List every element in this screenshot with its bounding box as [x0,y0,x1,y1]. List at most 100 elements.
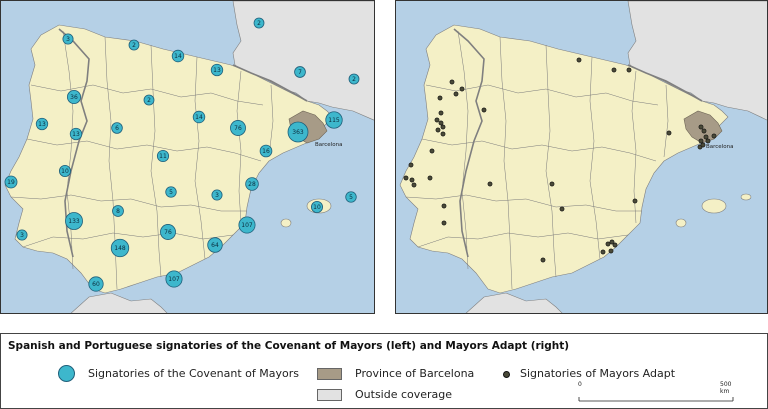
covenant-bubble-label: 5 [169,189,173,196]
covenant-bubble-label: 14 [195,114,203,121]
adapt-dot [487,181,493,187]
covenant-bubble-circle [4,175,18,189]
adapt-dot [576,57,582,63]
menorca-island [740,193,752,201]
covenant-bubble-label: 115 [328,117,340,124]
outside-swatch-icon [317,389,342,401]
covenant-bubble: 2 [143,94,155,106]
adapt-dot [698,124,704,130]
covenant-bubble-label: 3 [66,36,70,43]
adapt-dots [403,57,717,263]
covenant-bubble-label: 2 [147,97,151,104]
covenant-bubble-circle [348,73,360,85]
adapt-dot [705,138,711,144]
adapt-symbol-icon [503,371,510,378]
adapt-dot [449,79,455,85]
covenant-bubble-label: 16 [262,148,270,155]
covenant-bubble-circle [67,90,82,105]
covenant-bubble-label: 5 [349,194,353,201]
covenant-bubble-circle [16,229,28,241]
covenant-bubble-label: 107 [168,276,180,283]
covenant-bubble-label: 13 [38,121,46,128]
covenant-bubble-circle [112,205,124,217]
covenant-bubble: 60 [88,276,104,292]
country-borders [58,28,308,258]
covenant-bubble: 7 [294,66,306,78]
covenant-bubble-label: 11 [159,153,167,160]
africa-landmass [465,292,563,313]
land-layer [4,1,374,313]
covenant-bubble-label: 10 [313,204,321,211]
covenant-bubble-label: 3 [215,192,219,199]
adapt-dot [441,203,447,209]
covenant-bubble-circle [230,120,246,136]
legend-title: Spanish and Portuguese signatories of th… [8,340,570,352]
adapt-dot [611,67,617,73]
covenant-bubble-circle [210,63,224,77]
legend-adapt-label: Signatories of Mayors Adapt [520,367,676,380]
covenant-bubble: 3 [62,33,74,45]
covenant-bubble-circle [245,177,259,191]
covenant-bubble-circle [88,276,104,292]
covenant-symbol-icon [58,365,75,382]
covenant-bubble-circle [62,33,74,45]
covenant-bubble-circle [287,121,309,143]
covenant-map[interactable]: 2 3 2 14 13 7 2 36 2 13 13 6 14 76 363 115 16 11 10 19 28 5 3 5… [0,0,375,314]
adapt-dot [666,130,672,136]
covenant-bubble: 8 [112,205,124,217]
covenant-bubble: 148 [110,238,130,258]
covenant-bubble: 28 [245,177,259,191]
covenant-bubble-circle [207,237,223,253]
covenant-bubble-label: 363 [292,129,304,136]
adapt-dot [429,148,435,154]
adapt-dot [700,142,706,148]
covenant-bubble: 2 [128,39,140,51]
covenant-bubble: 10 [58,164,72,178]
covenant-bubble-circle [110,238,130,258]
scale-bar: 0 500 km [578,381,738,407]
covenant-bubble-circle [171,49,185,63]
covenant-bubble-label: 19 [7,179,15,186]
adapt-dot [441,220,447,226]
adapt-map-canvas: Barcelona [399,1,767,313]
covenant-bubble: 133 [65,212,83,230]
covenant-bubble: 6 [111,122,123,134]
covenant-bubble: 115 [325,111,343,129]
covenant-bubble-circle [238,216,256,234]
covenant-bubble-circle [156,149,170,163]
region-borders [10,30,274,290]
adapt-dot [612,242,618,248]
barcelona-label-right: Barcelona [706,144,733,150]
adapt-dot [453,91,459,97]
covenant-bubbles: 2 3 2 14 13 7 2 36 2 13 13 6 14 76 363 115 16 11 10 19 28 5 3 5… [4,17,360,292]
covenant-bubble-circle [211,189,223,201]
covenant-bubble-circle [160,224,176,240]
covenant-bubble-label: 7 [298,69,302,76]
adapt-dot [711,133,717,139]
adapt-dot [701,128,707,134]
land-layer [399,1,767,313]
covenant-bubble: 107 [238,216,256,234]
adapt-dot [408,162,414,168]
covenant-bubble: 13 [69,127,83,141]
covenant-bubble-label: 107 [241,222,253,229]
covenant-bubble-circle [192,110,206,124]
covenant-bubble-label: 148 [114,245,126,252]
covenant-bubble: 19 [4,175,18,189]
covenant-bubble: 13 [210,63,224,77]
covenant-bubble: 3 [16,229,28,241]
covenant-bubble-label: 8 [116,208,120,215]
adapt-dot [438,110,444,116]
adapt-dot [459,86,465,92]
covenant-bubble-circle [325,111,343,129]
covenant-bubble: 11 [156,149,170,163]
covenant-bubble-label: 13 [213,67,221,74]
covenant-bubble-label: 64 [211,242,219,249]
adapt-map[interactable]: Barcelona [395,0,768,314]
covenant-bubble: 2 [253,17,265,29]
covenant-bubble-label: 36 [70,94,78,101]
iberia-landmass [399,24,729,294]
covenant-bubble-circle [253,17,265,29]
covenant-bubble-label: 2 [352,76,356,83]
covenant-bubble: 76 [160,224,176,240]
